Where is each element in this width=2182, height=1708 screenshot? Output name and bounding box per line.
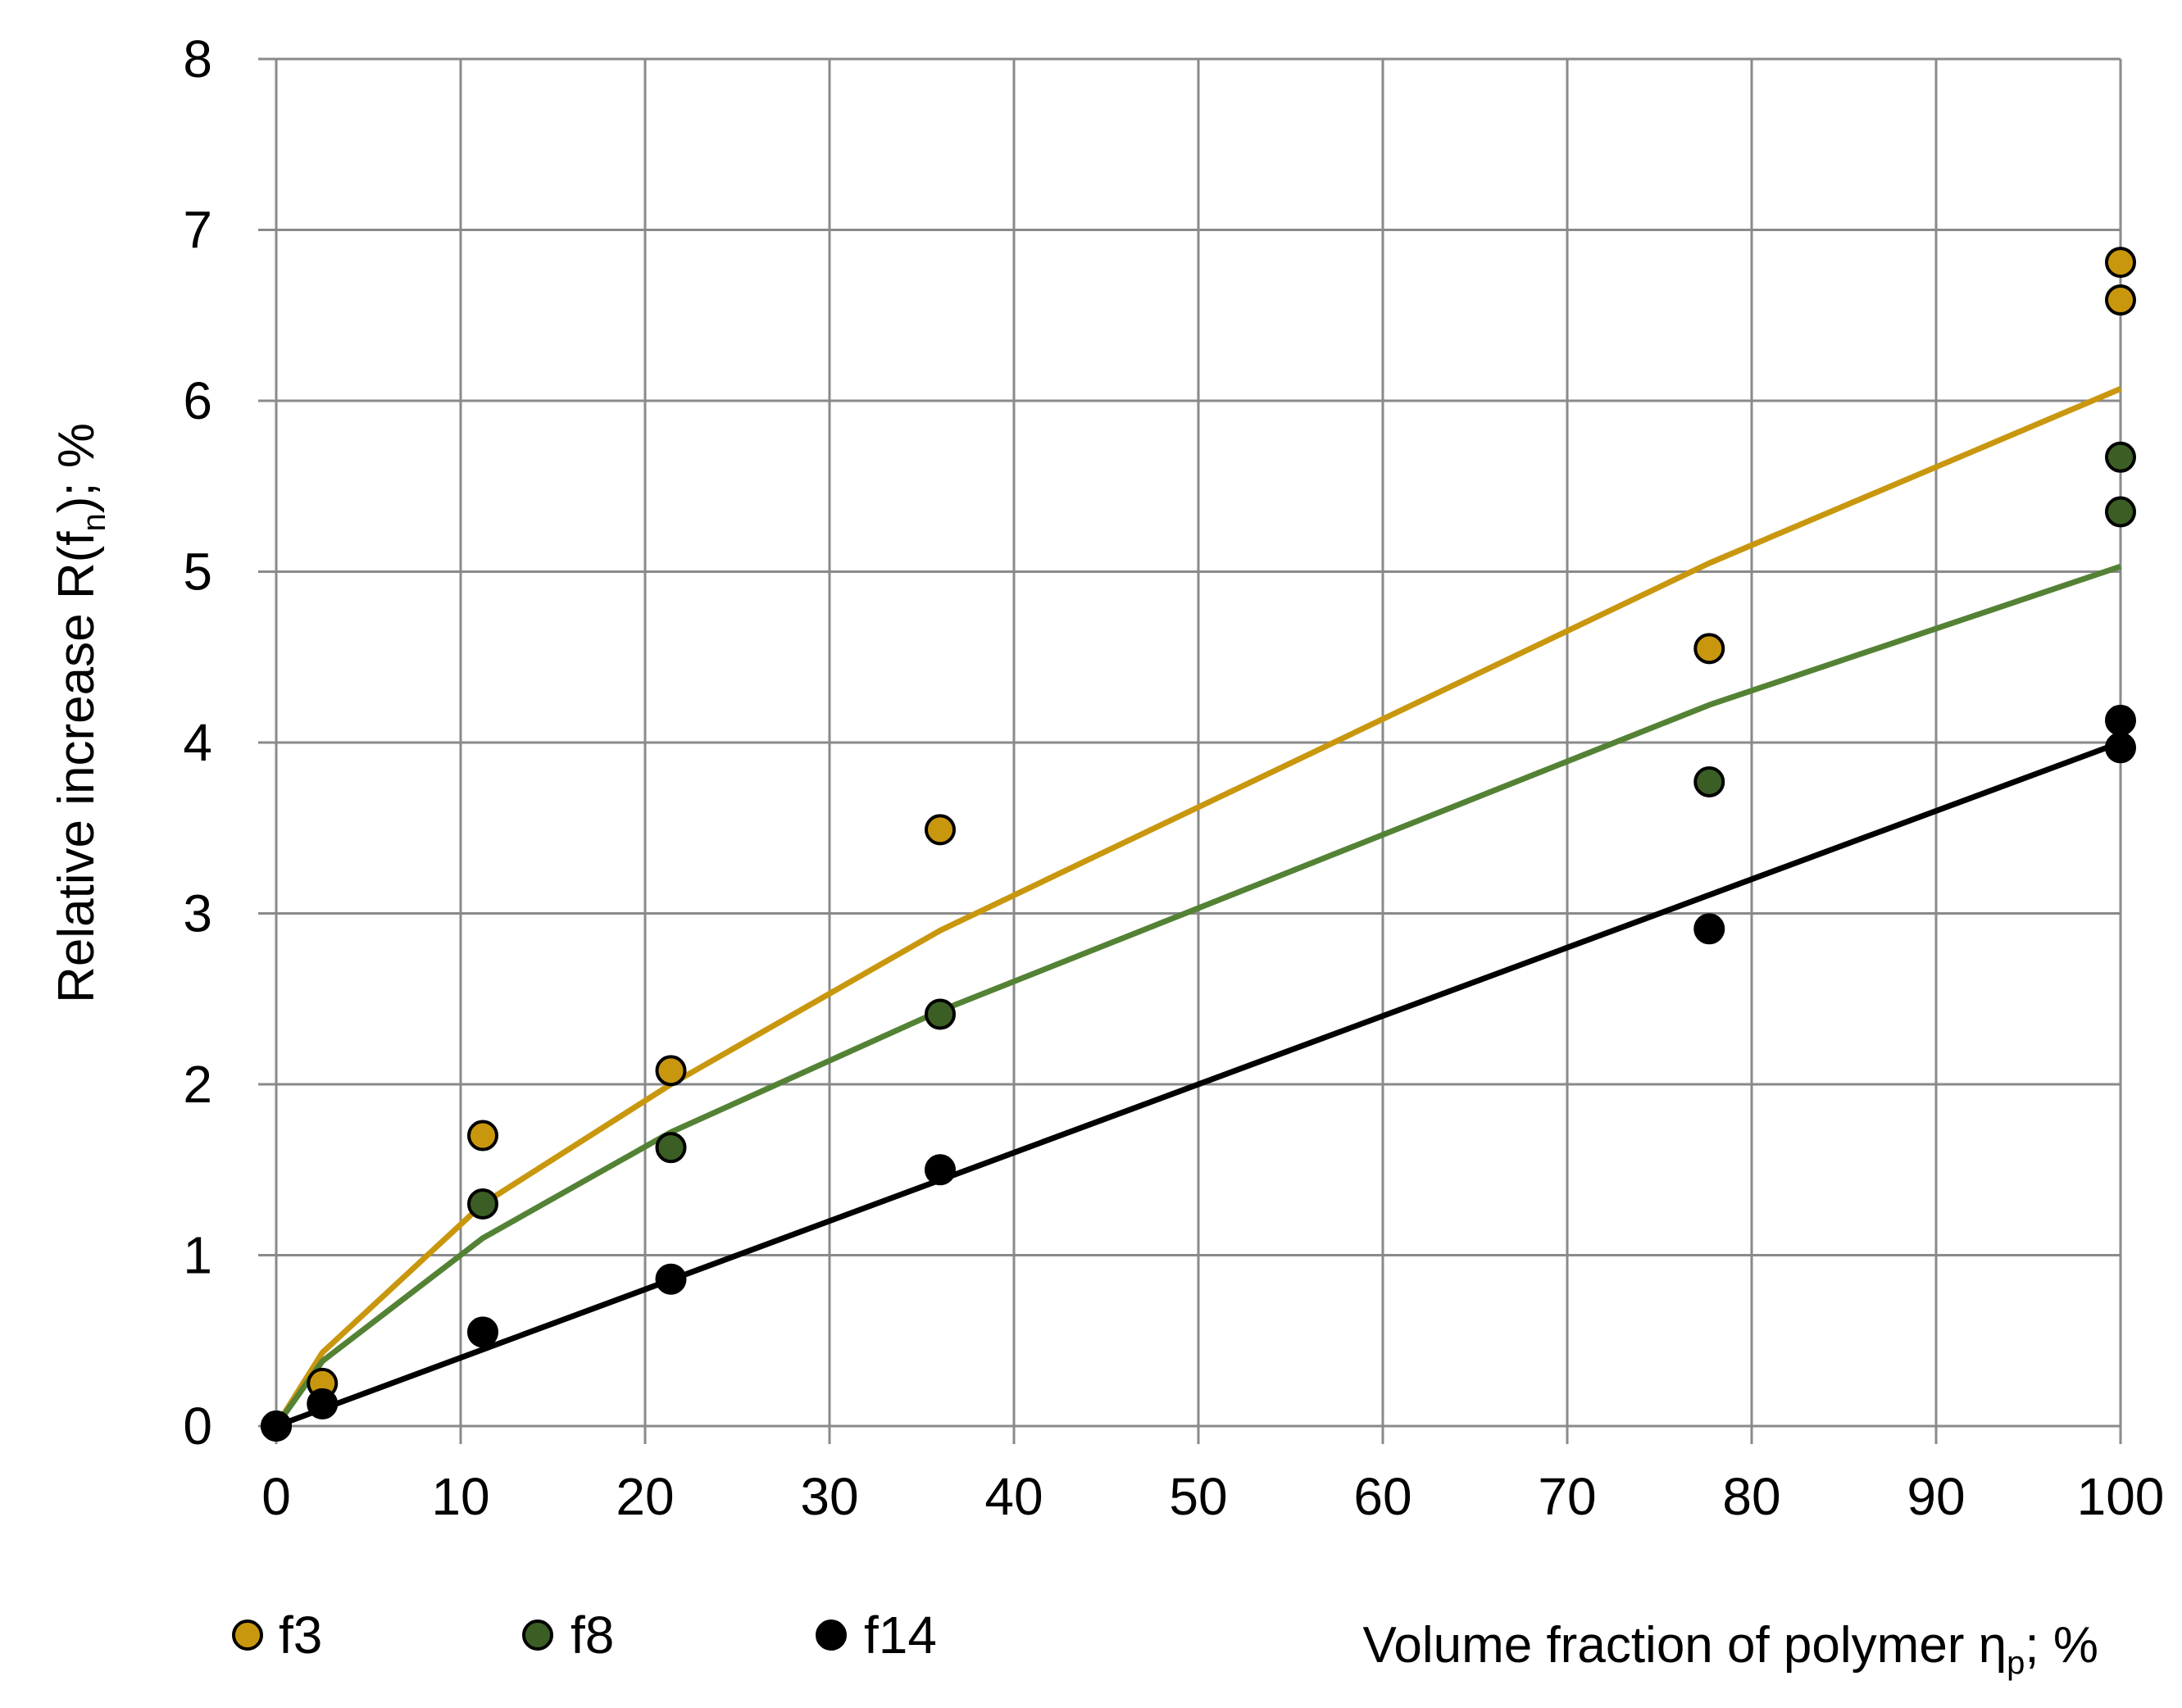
point-f8-2 [925, 998, 956, 1030]
y-tick-label-6: 6 [183, 371, 212, 430]
legend-item-f3: f3 [232, 1606, 322, 1665]
y-axis-title-tail: ); % [48, 423, 105, 513]
x-axis-title: Volume fraction of polymer ηp; % [1362, 1617, 2098, 1681]
point-f14-1 [307, 1388, 339, 1420]
point-f8-3 [1693, 765, 1725, 797]
point-f14-4 [925, 1154, 956, 1186]
x-tick-label-2: 20 [616, 1467, 674, 1526]
point-f14-3 [655, 1263, 687, 1295]
legend-marker-f14 [816, 1619, 847, 1651]
legend-marker-f3 [232, 1619, 263, 1651]
legend-label-f8: f8 [571, 1606, 614, 1665]
point-f14-2 [467, 1316, 498, 1348]
legend-marker-f8 [522, 1619, 553, 1651]
point-f8-4 [2105, 496, 2136, 528]
x-tick-label-4: 40 [984, 1467, 1043, 1526]
y-tick-label-3: 3 [183, 884, 212, 943]
x-tick-label-0: 0 [261, 1467, 291, 1526]
point-f8-0 [467, 1188, 498, 1220]
x-tick-label-8: 80 [1722, 1467, 1780, 1526]
point-f3-4 [925, 814, 956, 846]
point-f3-3 [655, 1055, 687, 1087]
point-f14-6 [2105, 732, 2136, 764]
legend-label-f14: f14 [864, 1606, 937, 1665]
data-points [261, 247, 2136, 1442]
point-f14-5 [1693, 913, 1725, 945]
x-tick-label-10: 100 [2077, 1467, 2165, 1526]
x-axis-title-tail: ; % [2025, 1617, 2098, 1674]
y-axis-title: Relative increase R(fn); % [48, 423, 112, 1003]
x-tick-label-3: 30 [800, 1467, 858, 1526]
point-f3-7 [2105, 247, 2136, 279]
legend-label-f3: f3 [279, 1606, 322, 1665]
x-tick-label-7: 70 [1538, 1467, 1596, 1526]
y-tick-label-1: 1 [183, 1226, 212, 1285]
x-tick-label-1: 10 [431, 1467, 489, 1526]
point-f8-1 [655, 1132, 687, 1164]
y-tick-label-5: 5 [183, 543, 212, 602]
legend: f3 f8 f14 [232, 1606, 937, 1665]
y-tick-label-7: 7 [183, 201, 212, 260]
grid [258, 57, 2122, 1444]
x-tick-label-6: 60 [1353, 1467, 1411, 1526]
x-tick-label-5: 50 [1169, 1467, 1227, 1526]
point-f3-5 [1693, 633, 1725, 665]
point-f3-6 [2105, 284, 2136, 316]
point-f8-5 [2105, 441, 2136, 473]
y-tick-label-8: 8 [183, 30, 212, 89]
y-tick-label-2: 2 [183, 1055, 212, 1114]
point-f14-7 [2105, 704, 2136, 736]
y-tick-label-0: 0 [183, 1397, 212, 1456]
tick-labels: 0 10 20 30 40 50 60 70 80 90 100 0 1 2 3 4 5 6 7 8 [183, 30, 2164, 1526]
point-f14-0 [261, 1410, 292, 1442]
y-axis-title-main: Relative increase R(f [48, 531, 105, 1003]
fit-line-f14 [275, 739, 2122, 1429]
x-tick-label-9: 90 [1907, 1467, 1965, 1526]
point-f3-2 [467, 1120, 498, 1152]
y-tick-label-4: 4 [183, 713, 212, 772]
legend-item-f8: f8 [522, 1606, 614, 1665]
x-axis-title-main: Volume fraction of polymer η [1362, 1617, 2007, 1674]
legend-item-f14: f14 [816, 1606, 937, 1665]
x-axis-title-sub: p [2007, 1645, 2025, 1681]
y-axis-title-sub: n [76, 513, 112, 531]
